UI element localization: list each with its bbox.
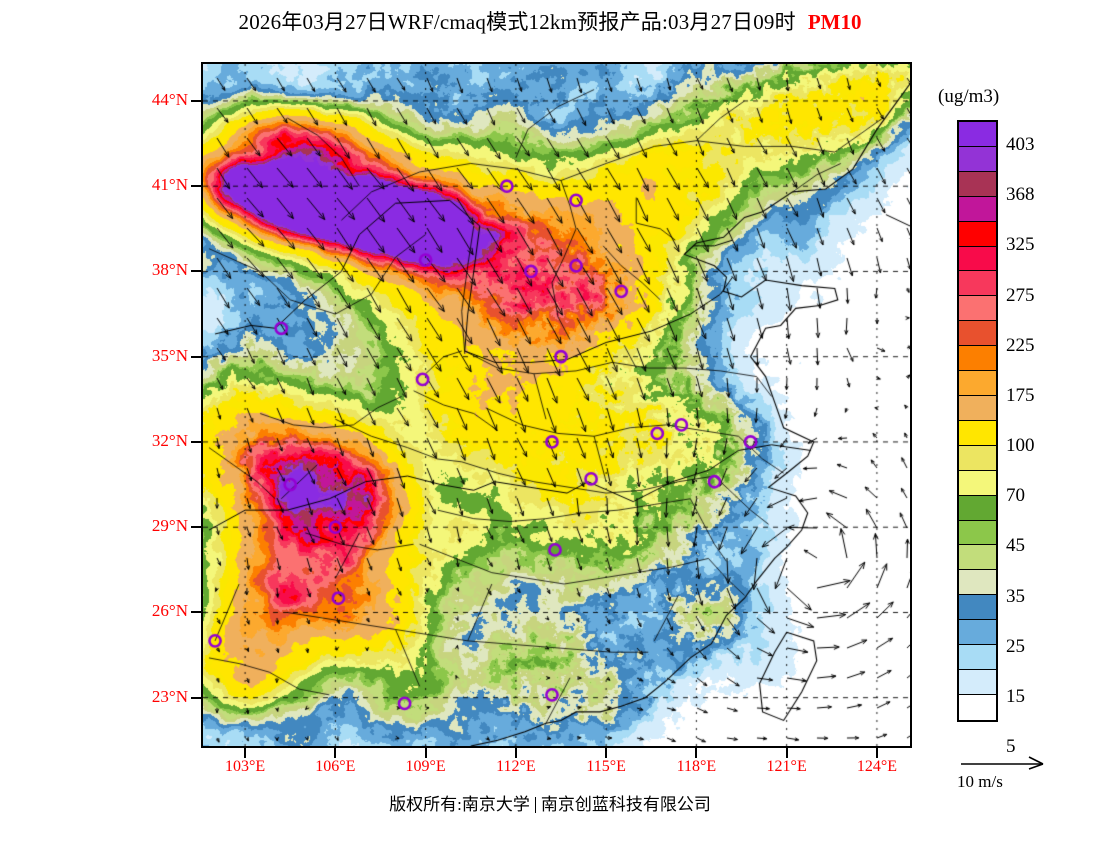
colorbar-band [959,122,996,147]
longitude-label: 115°E [586,758,626,775]
wind-key-label: 10 m/s [957,772,1003,791]
latitude-tick [191,270,201,273]
colorbar-band [959,196,996,222]
colorbar-band [959,694,996,720]
longitude-label: 121°E [766,758,807,775]
colorbar-band [959,171,996,197]
longitude-label: 112°E [496,758,536,775]
wind-arrow-icon [961,756,1044,770]
longitude-tick [875,748,878,758]
colorbar-band [959,520,996,546]
latitude-label: 35°N [151,345,188,365]
latitude-tick [191,99,201,102]
colorbar-band [959,246,996,272]
latitude-tick [191,185,201,188]
colorbar-band [959,321,996,347]
map-plot-area[interactable] [201,62,912,748]
latitude-tick [191,611,201,614]
footer-right-text: 南京创蓝科技有限公司 [540,795,711,814]
colorbar-label: 225 [1006,334,1035,356]
latitude-label: 38°N [151,260,188,280]
title-variable-label: PM10 [807,10,862,34]
wind-vector-key: 10 m/s [957,752,1077,796]
title-main-text: 2026年03月27日WRF/cmaq模式12km预报产品:03月27日09时 [238,10,796,34]
longitude-label: 124°E [856,758,897,775]
longitude-tick [424,748,427,758]
colorbar-band [959,669,996,695]
pm10-concentration-canvas [203,64,910,746]
colorbar-band [959,146,996,172]
latitude-label: 23°N [151,686,188,706]
colorbar[interactable] [957,120,998,722]
colorbar-band [959,221,996,247]
longitude-tick [244,748,247,758]
colorbar-label: 35 [1006,585,1025,607]
colorbar-units-label: (ug/m3) [938,86,1000,107]
colorbar-band [959,371,996,396]
colorbar-label: 25 [1006,635,1025,657]
footer-divider [534,797,536,813]
colorbar-band [959,470,996,496]
colorbar-band [959,271,996,297]
colorbar-label: 368 [1006,184,1035,206]
colorbar-label: 70 [1006,485,1025,507]
colorbar-label: 275 [1006,284,1035,306]
longitude-tick [334,748,337,758]
chart-title: 2026年03月27日WRF/cmaq模式12km预报产品:03月27日09时 P… [0,6,1100,36]
footer-left-text: 版权所有:南京大学 [389,795,530,814]
colorbar-band [959,346,996,372]
latitude-label: 32°N [151,430,188,450]
latitude-tick [191,696,201,699]
copyright-footer: 版权所有:南京大学 南京创蓝科技有限公司 [0,790,1100,815]
colorbar-band [959,495,996,521]
latitude-label: 26°N [151,601,188,621]
colorbar-label: 175 [1006,384,1035,406]
colorbar-label: 100 [1006,435,1035,457]
longitude-tick [695,748,698,758]
longitude-tick [605,748,608,758]
colorbar-band [959,645,996,670]
longitude-tick [514,748,517,758]
colorbar-band [959,445,996,471]
latitude-label: 44°N [151,89,188,109]
colorbar-band [959,395,996,421]
colorbar-label: 403 [1006,134,1035,156]
latitude-tick [191,440,201,443]
colorbar-band [959,296,996,322]
longitude-tick [785,748,788,758]
colorbar-label: 325 [1006,234,1035,256]
colorbar-label: 45 [1006,535,1025,557]
colorbar-band [959,545,996,571]
latitude-label: 29°N [151,516,188,536]
colorbar-label: 15 [1006,685,1025,707]
longitude-label: 103°E [225,758,266,775]
colorbar-label: 5 [1006,736,1016,758]
colorbar-band [959,595,996,621]
longitude-label: 118°E [676,758,717,775]
colorbar-band [959,620,996,646]
longitude-label: 109°E [405,758,446,775]
latitude-tick [191,355,201,358]
latitude-label: 41°N [151,175,188,195]
latitude-tick [191,526,201,529]
colorbar-band [959,570,996,596]
colorbar-band [959,420,996,446]
longitude-label: 106°E [315,758,356,775]
